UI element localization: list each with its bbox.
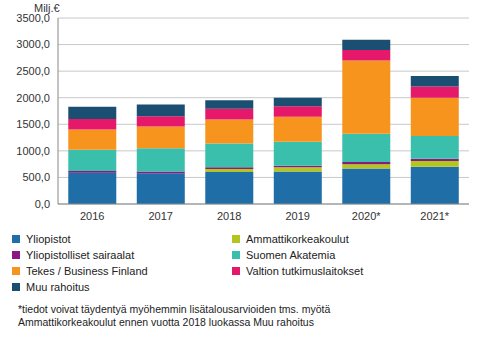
html-text:Yliopistot: Yliopistot: [26, 233, 71, 245]
svg-text:2021*: 2021*: [420, 210, 449, 222]
html-text:Milj.€: Milj.€: [34, 2, 60, 14]
svg-text:3000,0: 3000,0: [16, 38, 50, 50]
html-text:Ammattikorkeakoulut ennen vuot: Ammattikorkeakoulut ennen vuotta 2018 lu…: [18, 316, 314, 328]
svg-text:2016: 2016: [80, 210, 104, 222]
svg-text:2017: 2017: [149, 210, 173, 222]
html-text:Valtion tutkimuslaitokset: Valtion tutkimuslaitokset: [246, 265, 364, 277]
html-text:*tiedot voivat täydentyä myöhe: *tiedot voivat täydentyä myöhemmin lisät…: [18, 303, 331, 315]
svg-text:2000,0: 2000,0: [16, 92, 50, 104]
svg-text:0,0: 0,0: [35, 198, 50, 210]
svg-text:500,0: 500,0: [22, 171, 50, 183]
svg-text:2019: 2019: [286, 210, 310, 222]
svg-text:1000,0: 1000,0: [16, 145, 50, 157]
html-text:Yliopistolliset sairaalat: Yliopistolliset sairaalat: [26, 249, 135, 261]
svg-text:2500,0: 2500,0: [16, 65, 50, 77]
html-text:Tekes / Business Finland: Tekes / Business Finland: [26, 265, 148, 277]
html-text:Ammattikorkeakoulut: Ammattikorkeakoulut: [246, 233, 349, 245]
svg-text:3500,0: 3500,0: [16, 12, 50, 24]
html-text:Suomen Akatemia: Suomen Akatemia: [246, 249, 336, 261]
svg-text:2020*: 2020*: [352, 210, 381, 222]
svg-text:2018: 2018: [217, 210, 241, 222]
html-text:Muu rahoitus: Muu rahoitus: [26, 281, 90, 293]
svg-text:1500,0: 1500,0: [16, 118, 50, 130]
